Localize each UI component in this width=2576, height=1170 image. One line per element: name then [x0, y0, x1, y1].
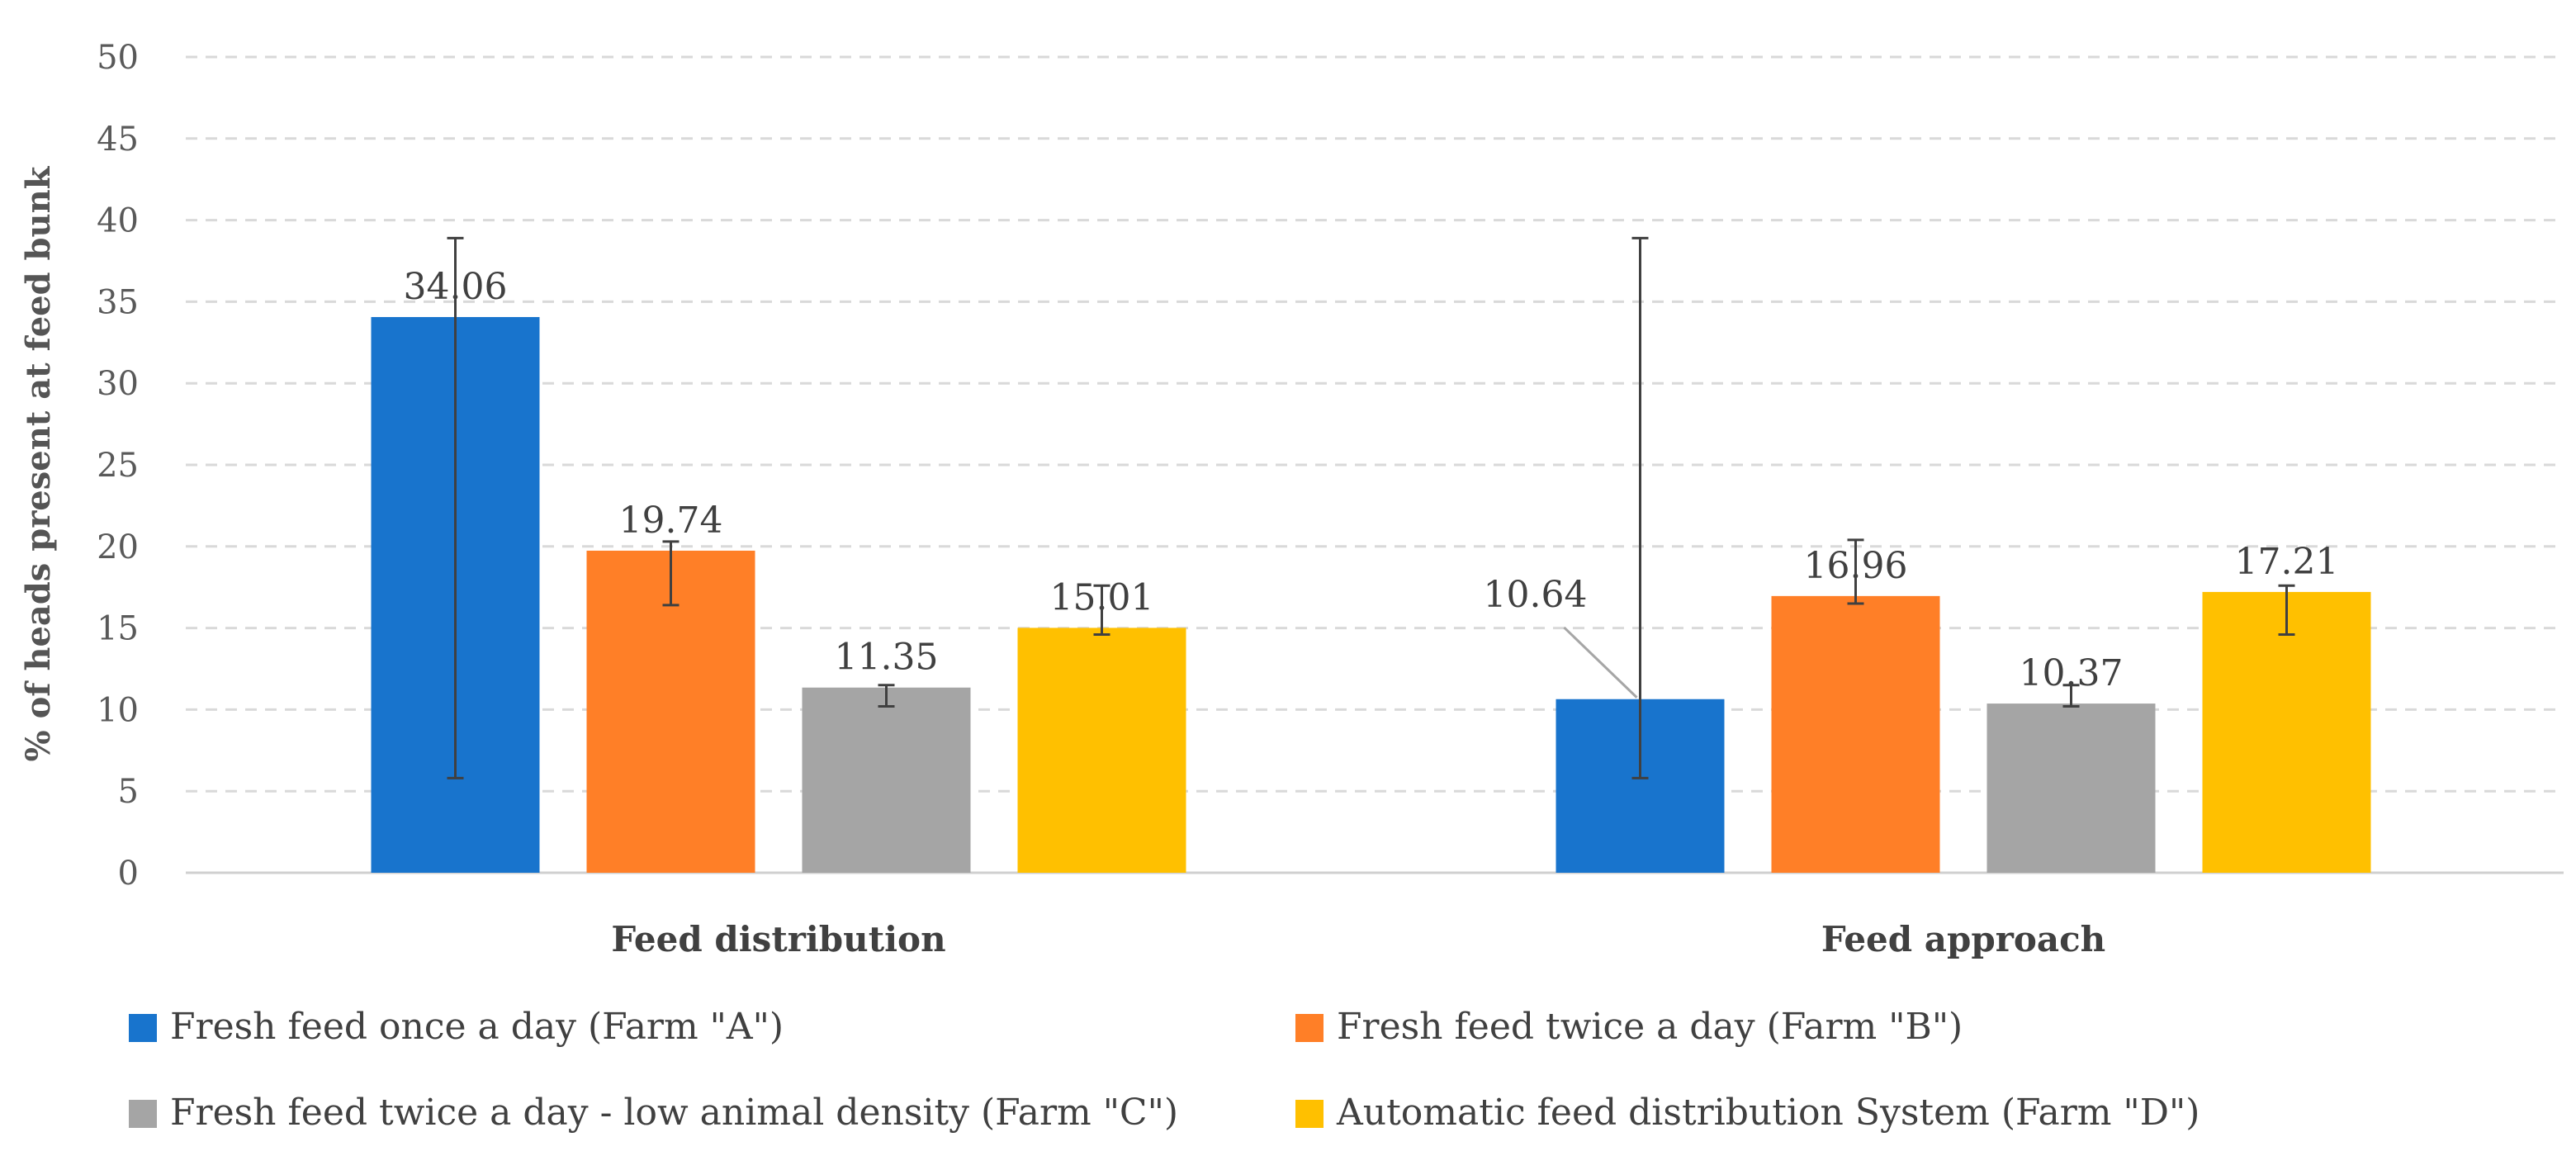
y-tick-label: 15	[97, 610, 139, 648]
y-tick-label: 20	[97, 528, 139, 566]
legend-label: Fresh feed once a day (Farm "A")	[170, 1006, 784, 1048]
x-axis-categories: Feed distribution Feed approach	[611, 919, 2105, 959]
legend-swatch	[129, 1100, 157, 1128]
y-tick-label: 5	[118, 773, 139, 811]
legend-label: Fresh feed twice a day - low animal dens…	[170, 1092, 1178, 1134]
data-label: 34.06	[404, 266, 508, 308]
data-label: 15.01	[1050, 576, 1154, 618]
gridlines	[186, 55, 2564, 874]
data-label: 11.35	[835, 637, 939, 679]
y-axis-label: % of heads present at feed bunk	[19, 165, 58, 761]
legend-label: Automatic feed distribution System (Farm…	[1336, 1092, 2200, 1134]
y-axis-ticks: 0 5 10 15 20 25 30 35 40 45 50	[97, 39, 139, 893]
data-label: 19.74	[619, 500, 723, 542]
y-tick-label: 35	[97, 283, 139, 321]
legend-swatch	[1295, 1014, 1324, 1042]
legend-swatch	[1295, 1100, 1324, 1128]
y-tick-label: 0	[118, 855, 139, 893]
data-labels: 34.06 19.74 11.35 15.01 10.64 16.96 10.37 17.21	[404, 266, 2339, 699]
bar	[1986, 703, 2156, 873]
y-tick-label: 45	[97, 121, 139, 159]
data-label: 10.37	[2020, 652, 2124, 694]
bar	[802, 687, 971, 873]
y-tick-label: 50	[97, 39, 139, 77]
legend: Fresh feed once a day (Farm "A") Fresh fe…	[129, 1006, 2200, 1134]
bar	[1017, 628, 1186, 873]
bar	[1771, 595, 1940, 873]
x-category-label: Feed distribution	[611, 919, 945, 959]
y-tick-label: 30	[97, 365, 139, 403]
y-tick-label: 25	[97, 447, 139, 485]
legend-swatch	[129, 1014, 157, 1042]
legend-label: Fresh feed twice a day (Farm "B")	[1337, 1006, 1963, 1048]
x-category-label: Feed approach	[1821, 919, 2105, 959]
data-label: 16.96	[1804, 545, 1908, 587]
error-bars	[447, 236, 2295, 779]
y-tick-label: 10	[97, 691, 139, 729]
data-label: 10.64	[1484, 574, 1588, 616]
data-label: 17.21	[2235, 541, 2339, 583]
y-tick-label: 40	[97, 202, 139, 240]
bar	[2202, 591, 2371, 873]
data-label-leader	[1563, 626, 1638, 699]
